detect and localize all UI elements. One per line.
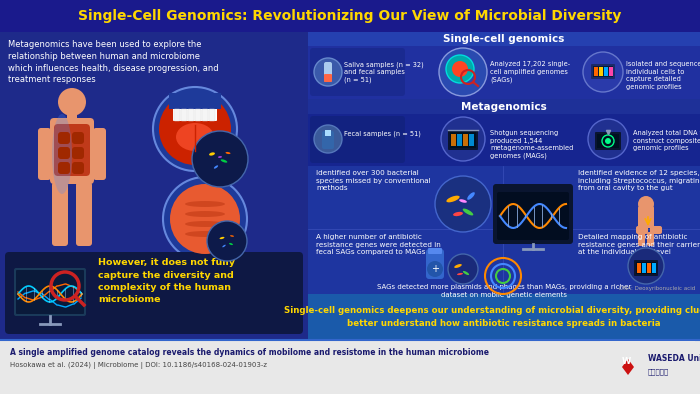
Bar: [0, 32, 308, 339]
Ellipse shape: [209, 152, 215, 156]
Text: Identified evidence of 12 species,
including Streptococcus, migrating
from oral : Identified evidence of 12 species, inclu…: [578, 170, 700, 191]
Ellipse shape: [214, 165, 218, 169]
Text: However, it does not fully
capture the diversity and
complexity of the human
mic: However, it does not fully capture the d…: [98, 258, 235, 305]
Circle shape: [448, 254, 478, 284]
Text: +: +: [431, 264, 439, 274]
Text: Single-cell genomics deepens our understanding of microbial diversity, providing: Single-cell genomics deepens our underst…: [284, 306, 700, 328]
Text: Single-cell genomics: Single-cell genomics: [443, 34, 565, 44]
Ellipse shape: [457, 273, 463, 275]
Bar: [457, 134, 462, 146]
Polygon shape: [622, 359, 634, 375]
Circle shape: [314, 58, 342, 86]
Bar: [593, 66, 613, 77]
Text: Metagenomics have been used to explore the
relationship between human and microb: Metagenomics have been used to explore t…: [8, 40, 218, 84]
FancyBboxPatch shape: [634, 260, 658, 276]
FancyBboxPatch shape: [638, 206, 654, 228]
Bar: [308, 32, 700, 46]
Ellipse shape: [447, 196, 460, 203]
Bar: [469, 134, 474, 146]
Circle shape: [159, 93, 231, 165]
Circle shape: [435, 176, 491, 232]
Ellipse shape: [467, 192, 475, 200]
Bar: [308, 166, 700, 294]
Ellipse shape: [185, 201, 225, 207]
FancyBboxPatch shape: [93, 128, 106, 180]
FancyBboxPatch shape: [322, 131, 334, 149]
Ellipse shape: [454, 264, 462, 268]
FancyBboxPatch shape: [58, 162, 70, 174]
Text: 早稲田大学: 早稲田大学: [648, 368, 669, 375]
FancyBboxPatch shape: [428, 248, 442, 254]
Ellipse shape: [220, 159, 228, 163]
Ellipse shape: [185, 211, 225, 217]
Circle shape: [153, 87, 237, 171]
Text: A higher number of antibiotic
resistance genes were detected in
fecal SAGs compa: A higher number of antibiotic resistance…: [316, 234, 441, 255]
FancyBboxPatch shape: [310, 116, 405, 163]
Bar: [636, 262, 656, 274]
Text: Saliva samples (n = 32)
and fecal samples
(n = 51): Saliva samples (n = 32) and fecal sample…: [344, 61, 424, 83]
Bar: [0, 0, 700, 32]
Ellipse shape: [225, 152, 230, 154]
Ellipse shape: [52, 114, 72, 194]
Text: A single amplified genome catalog reveals the dynamics of mobilome and resistome: A single amplified genome catalog reveal…: [10, 348, 489, 357]
Ellipse shape: [230, 235, 234, 237]
Text: W: W: [622, 357, 631, 366]
FancyBboxPatch shape: [72, 147, 84, 159]
Circle shape: [628, 248, 664, 284]
FancyBboxPatch shape: [497, 192, 569, 240]
FancyBboxPatch shape: [58, 147, 70, 159]
Bar: [308, 32, 700, 99]
Circle shape: [427, 261, 443, 277]
Text: Single-Cell Genomics: Revolutionizing Our View of Microbial Diversity: Single-Cell Genomics: Revolutionizing Ou…: [78, 9, 622, 23]
Circle shape: [583, 52, 623, 92]
FancyBboxPatch shape: [72, 162, 84, 174]
FancyBboxPatch shape: [647, 232, 654, 246]
Text: SAGs detected more plasmids and phages than MAGs, providing a richer
dataset on : SAGs detected more plasmids and phages t…: [377, 284, 631, 297]
Bar: [325, 130, 331, 136]
Circle shape: [192, 131, 248, 187]
FancyBboxPatch shape: [52, 182, 68, 246]
FancyBboxPatch shape: [426, 249, 444, 279]
Bar: [594, 67, 598, 76]
Circle shape: [638, 196, 654, 212]
Ellipse shape: [218, 156, 222, 158]
FancyBboxPatch shape: [16, 270, 84, 314]
Bar: [308, 294, 700, 339]
Text: Isolated and sequenced
individual cells to
capture detailed
genomic profiles: Isolated and sequenced individual cells …: [626, 61, 700, 89]
Circle shape: [170, 184, 240, 254]
Bar: [451, 134, 456, 146]
Ellipse shape: [223, 245, 225, 247]
Circle shape: [452, 61, 468, 77]
FancyBboxPatch shape: [324, 74, 332, 82]
FancyBboxPatch shape: [14, 268, 86, 316]
FancyBboxPatch shape: [448, 130, 478, 150]
FancyBboxPatch shape: [72, 132, 84, 144]
Ellipse shape: [185, 221, 225, 227]
Ellipse shape: [229, 243, 233, 245]
FancyBboxPatch shape: [591, 64, 615, 79]
FancyBboxPatch shape: [493, 184, 573, 244]
FancyBboxPatch shape: [58, 132, 70, 144]
Bar: [652, 263, 656, 273]
Text: Fecal samples (n = 51): Fecal samples (n = 51): [344, 130, 421, 136]
Circle shape: [446, 55, 474, 83]
Text: Analyzed 17,202 single-
cell amplified genomes
(SAGs): Analyzed 17,202 single- cell amplified g…: [490, 61, 570, 82]
Circle shape: [605, 138, 611, 144]
Ellipse shape: [459, 199, 467, 203]
FancyBboxPatch shape: [5, 252, 303, 334]
FancyBboxPatch shape: [310, 48, 405, 96]
Bar: [642, 263, 646, 273]
Circle shape: [163, 177, 247, 261]
FancyBboxPatch shape: [181, 109, 187, 121]
Text: Hosokawa et al. (2024) | Microbiome | DOI: 10.1186/s40168-024-01903-z: Hosokawa et al. (2024) | Microbiome | DO…: [10, 362, 267, 369]
Bar: [67, 104, 77, 118]
Bar: [599, 67, 603, 76]
FancyBboxPatch shape: [638, 232, 645, 246]
FancyBboxPatch shape: [202, 109, 208, 121]
Circle shape: [439, 48, 487, 96]
Bar: [604, 67, 608, 76]
Circle shape: [441, 117, 485, 161]
Bar: [169, 99, 221, 119]
FancyBboxPatch shape: [209, 109, 215, 121]
Bar: [169, 93, 221, 109]
